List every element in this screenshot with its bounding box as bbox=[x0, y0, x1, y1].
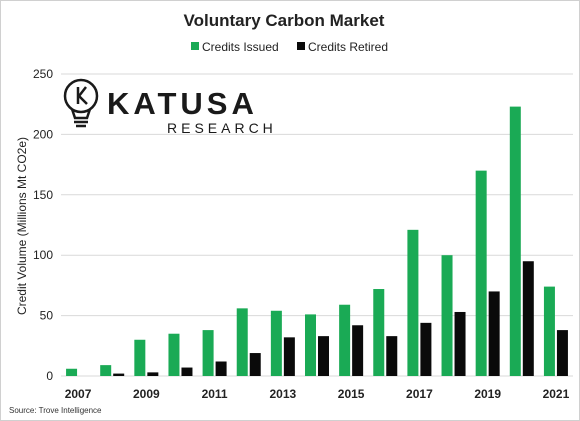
bar-credits-issued bbox=[305, 314, 316, 376]
bar-credits-issued bbox=[168, 333, 180, 376]
bar-credits-retired bbox=[454, 311, 466, 376]
bar-credits-retired bbox=[147, 372, 159, 376]
bar-credits-retired bbox=[249, 353, 261, 376]
bar-credits-retired bbox=[556, 330, 568, 376]
x-axis-ticks: 2007 2009 2011 2013 2015 2017 2019 2021 bbox=[65, 387, 570, 401]
y-tick-label: 50 bbox=[40, 309, 54, 323]
legend-swatch-retired bbox=[297, 42, 305, 50]
bar-credits-retired bbox=[283, 337, 295, 376]
legend: Credits Issued Credits Retired bbox=[191, 40, 388, 54]
bar-credits-retired bbox=[318, 336, 329, 376]
bar-credits-issued bbox=[236, 308, 248, 376]
x-tick-label: 2007 bbox=[65, 387, 92, 401]
gridlines bbox=[61, 73, 573, 377]
logo-tagline: RESEARCH bbox=[167, 120, 277, 136]
bar-credits-issued bbox=[134, 339, 146, 376]
bar-credits-issued bbox=[270, 310, 282, 376]
bar-credits-issued bbox=[543, 286, 555, 376]
bar-credits-retired bbox=[113, 373, 125, 376]
x-tick-label: 2021 bbox=[543, 387, 570, 401]
bar-credits-retired bbox=[488, 291, 500, 376]
y-axis-ticks: 0 50 100 150 200 250 bbox=[33, 67, 53, 383]
bar-credits-issued bbox=[339, 304, 351, 376]
bar-credits-retired bbox=[420, 322, 432, 376]
legend-label-issued: Credits Issued bbox=[202, 40, 279, 54]
y-axis-label: Credit Volume (Millions Mt CO2e) bbox=[15, 137, 29, 315]
x-tick-label: 2019 bbox=[474, 387, 501, 401]
lightbulb-k-icon bbox=[63, 78, 99, 128]
chart-title: Voluntary Carbon Market bbox=[184, 11, 385, 30]
y-tick-label: 0 bbox=[46, 369, 53, 383]
bars bbox=[66, 106, 568, 376]
x-tick-label: 2011 bbox=[202, 387, 228, 401]
bar-credits-issued bbox=[373, 289, 385, 376]
x-tick-label: 2017 bbox=[406, 387, 433, 401]
y-tick-label: 150 bbox=[33, 188, 53, 202]
bar-credits-issued bbox=[202, 330, 214, 376]
legend-swatch-issued bbox=[191, 42, 199, 50]
x-tick-label: 2013 bbox=[270, 387, 297, 401]
legend-label-retired: Credits Retired bbox=[308, 40, 388, 54]
bar-credits-retired bbox=[181, 367, 193, 376]
logo-name: KATUSA bbox=[107, 86, 258, 121]
bar-credits-issued bbox=[100, 365, 112, 376]
bar-credits-retired bbox=[215, 361, 227, 376]
x-tick-label: 2009 bbox=[133, 387, 160, 401]
katusa-logo: KATUSA RESEARCH bbox=[63, 78, 277, 136]
y-tick-label: 200 bbox=[33, 127, 53, 141]
bar-credits-issued bbox=[441, 255, 453, 376]
y-tick-label: 100 bbox=[33, 248, 53, 262]
source-note: Source: Trove Intelligence bbox=[9, 406, 102, 415]
bar-credits-issued bbox=[475, 170, 487, 376]
bar-credits-issued bbox=[509, 106, 521, 376]
bar-credits-issued bbox=[407, 229, 419, 376]
y-tick-label: 250 bbox=[33, 67, 53, 81]
bar-credits-retired bbox=[386, 336, 398, 376]
bar-credits-retired bbox=[352, 325, 364, 376]
bar-credits-retired bbox=[522, 261, 534, 376]
x-tick-label: 2015 bbox=[338, 387, 365, 401]
bar-credits-issued bbox=[66, 368, 78, 376]
